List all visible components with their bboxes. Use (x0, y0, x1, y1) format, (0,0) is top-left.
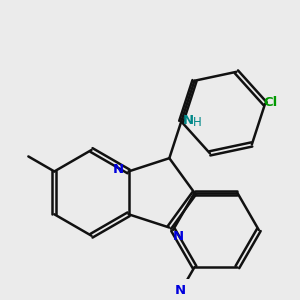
Text: N: N (173, 230, 184, 243)
Text: N: N (112, 163, 123, 176)
Text: H: H (193, 116, 202, 129)
Text: Cl: Cl (263, 96, 277, 109)
Text: N: N (175, 284, 186, 297)
Text: N: N (183, 114, 194, 127)
